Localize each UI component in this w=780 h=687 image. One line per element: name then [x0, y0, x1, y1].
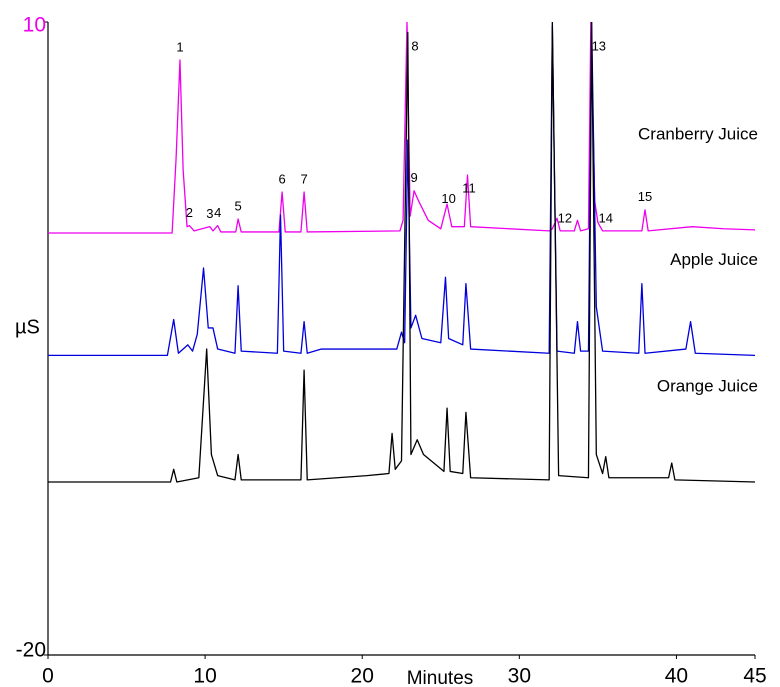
peak-label: 3 [206, 206, 213, 221]
peak-label: 13 [592, 38, 606, 53]
peak-label: 14 [599, 210, 613, 225]
peak-label: 1 [176, 39, 183, 54]
series-line [48, 22, 756, 483]
x-tick-label: 0 [42, 665, 54, 687]
x-tick-label: 10 [193, 665, 216, 687]
peak-label: 9 [410, 170, 417, 185]
peak-label: 4 [214, 205, 221, 220]
peak-label: 5 [234, 199, 241, 214]
x-tick-label: 20 [351, 665, 374, 687]
x-tick-label: 30 [508, 665, 531, 687]
series-line [48, 22, 756, 357]
x-tick-label: 45 [743, 665, 766, 687]
y-axis-label: µS [15, 316, 40, 338]
peak-label: 12 [558, 210, 572, 225]
y-tick-label: -20 [16, 639, 46, 662]
peak-label: 10 [441, 191, 455, 206]
x-axis-label: Minutes [407, 668, 474, 687]
plot-area [48, 22, 756, 483]
series-label: Apple Juice [670, 250, 758, 269]
peak-label: 7 [300, 172, 307, 187]
series-label: Orange Juice [657, 376, 758, 395]
peak-label: 11 [462, 180, 476, 195]
series-label: Cranberry Juice [638, 124, 758, 143]
peak-label: 8 [411, 38, 418, 53]
x-tick-label: 40 [665, 665, 688, 687]
peak-label: 6 [278, 172, 285, 187]
y-tick-label: 10 [23, 14, 46, 37]
peak-label: 2 [186, 205, 193, 220]
peak-label: 15 [638, 189, 652, 204]
